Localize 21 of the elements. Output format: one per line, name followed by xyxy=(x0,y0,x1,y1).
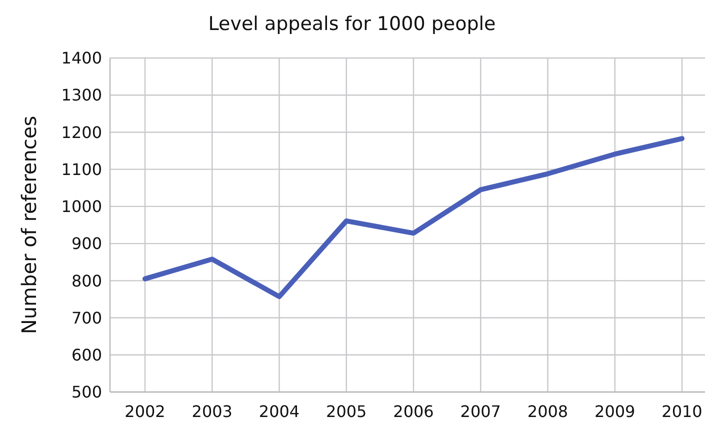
y-tick-label: 1200 xyxy=(61,122,102,142)
y-tick-label: 1400 xyxy=(61,48,102,68)
x-tick-label: 2009 xyxy=(594,402,636,421)
y-tick-label: 800 xyxy=(71,271,102,290)
chart-title: Level appeals for 1000 people xyxy=(208,13,496,35)
x-tick-label: 2010 xyxy=(662,402,702,421)
y-tick-label: 900 xyxy=(71,234,102,254)
x-tick-label: 2008 xyxy=(527,402,568,421)
y-axis-title: Number of references xyxy=(17,116,41,334)
x-tick-label: 2002 xyxy=(124,402,166,421)
x-tick-label: 2006 xyxy=(393,402,434,421)
x-tick-label: 2003 xyxy=(192,402,232,421)
x-tick-label: 2005 xyxy=(326,402,367,421)
y-tick-label: 700 xyxy=(71,308,102,328)
x-tick-label: 2007 xyxy=(460,402,501,421)
y-tick-label: 600 xyxy=(71,345,102,364)
y-tick-label: 1000 xyxy=(61,197,102,216)
y-tick-label: 1300 xyxy=(61,86,102,105)
y-tick-label: 500 xyxy=(71,382,102,402)
y-tick-label: 1100 xyxy=(61,160,102,179)
x-tick-label: 2004 xyxy=(258,402,300,421)
